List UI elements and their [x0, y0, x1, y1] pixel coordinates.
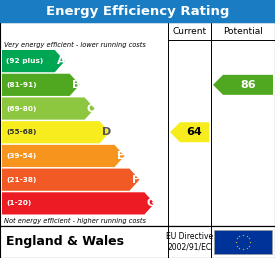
Text: 86: 86 — [240, 80, 256, 90]
Text: A: A — [57, 56, 66, 66]
Text: F: F — [132, 175, 139, 185]
Text: 64: 64 — [187, 127, 202, 137]
Text: C: C — [87, 103, 95, 114]
Text: G: G — [147, 198, 156, 208]
Text: EU Directive
2002/91/EC: EU Directive 2002/91/EC — [166, 232, 213, 252]
Text: England & Wales: England & Wales — [6, 236, 124, 248]
Text: Very energy efficient - lower running costs: Very energy efficient - lower running co… — [4, 42, 146, 48]
Text: E: E — [117, 151, 124, 161]
Polygon shape — [2, 74, 80, 96]
Polygon shape — [2, 145, 125, 167]
Text: Current: Current — [172, 27, 207, 36]
Bar — [0, 0, 275, 22]
Text: (21-38): (21-38) — [6, 177, 36, 183]
Bar — [0, 226, 275, 258]
Polygon shape — [170, 122, 209, 142]
Text: (69-80): (69-80) — [6, 106, 36, 111]
Text: B: B — [72, 80, 80, 90]
Text: (1-20): (1-20) — [6, 200, 31, 206]
Bar — [214, 230, 272, 254]
Text: (55-68): (55-68) — [6, 129, 36, 135]
Polygon shape — [2, 168, 139, 191]
Polygon shape — [2, 192, 155, 214]
Text: (92 plus): (92 plus) — [6, 58, 43, 64]
Text: (39-54): (39-54) — [6, 153, 36, 159]
Text: Energy Efficiency Rating: Energy Efficiency Rating — [46, 4, 229, 18]
Polygon shape — [2, 50, 65, 72]
Text: D: D — [102, 127, 111, 137]
Polygon shape — [2, 98, 95, 120]
Text: Not energy efficient - higher running costs: Not energy efficient - higher running co… — [4, 218, 146, 224]
Bar — [0, 22, 275, 226]
Polygon shape — [213, 75, 273, 95]
Polygon shape — [2, 121, 110, 143]
Text: (81-91): (81-91) — [6, 82, 37, 88]
Text: Potential: Potential — [223, 27, 263, 36]
